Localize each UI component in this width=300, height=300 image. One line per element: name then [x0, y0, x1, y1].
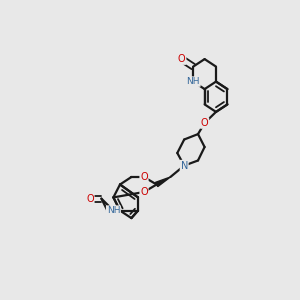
Text: O: O — [140, 172, 148, 182]
Text: N: N — [181, 160, 188, 171]
Polygon shape — [155, 177, 170, 187]
Text: O: O — [140, 187, 148, 197]
Text: NH: NH — [107, 206, 120, 215]
Text: O: O — [86, 194, 94, 204]
Text: NH: NH — [187, 77, 200, 86]
Text: O: O — [178, 54, 186, 64]
Text: O: O — [201, 118, 208, 128]
